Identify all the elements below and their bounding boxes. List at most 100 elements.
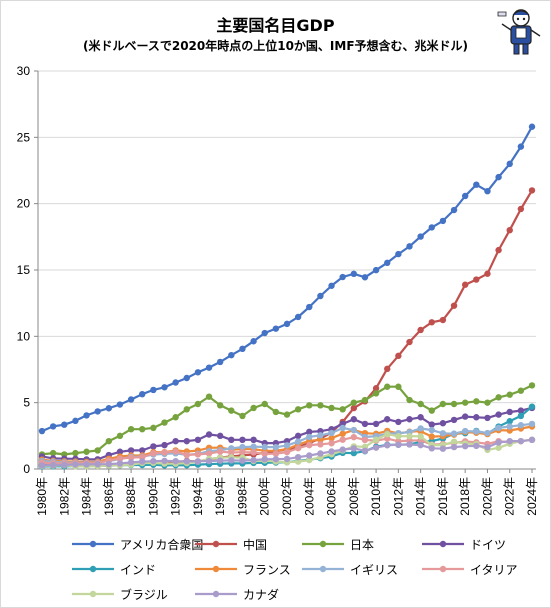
data-point: [283, 448, 291, 456]
data-point: [205, 393, 213, 400]
data-point: [361, 274, 369, 281]
x-tick-label: 2002年: [280, 477, 294, 516]
data-point: [506, 227, 513, 234]
data-point: [61, 421, 68, 428]
data-point: [250, 443, 257, 450]
data-point: [94, 461, 101, 468]
data-point: [528, 436, 536, 444]
data-point: [228, 449, 235, 456]
y-tick-label: 15: [17, 263, 31, 277]
data-point: [528, 420, 536, 428]
x-tick-label: 2000年: [258, 477, 272, 516]
data-point: [473, 414, 480, 421]
legend-label: インド: [120, 563, 157, 577]
data-point: [183, 374, 190, 382]
data-point: [139, 426, 146, 433]
data-point: [216, 402, 224, 409]
data-point: [473, 276, 480, 283]
chart-subtitle: (米ドルベースで2020年時点の上位10か国、IMF予想含む、兆米ドル): [82, 39, 469, 53]
legend-swatch: [302, 540, 344, 548]
data-point: [239, 436, 246, 444]
legend-swatch: [195, 565, 237, 573]
data-point: [384, 383, 391, 390]
data-point: [306, 441, 313, 449]
y-tick-label: 25: [17, 130, 31, 144]
data-point: [461, 192, 469, 200]
data-point: [283, 411, 291, 418]
data-point: [161, 441, 168, 449]
data-point: [439, 420, 447, 427]
data-point: [294, 313, 302, 321]
data-point: [250, 449, 257, 456]
data-point: [450, 206, 458, 214]
x-tick-label: 1992年: [169, 477, 183, 516]
data-point: [250, 456, 257, 464]
x-tick-label: 2014年: [414, 477, 428, 516]
data-point: [150, 424, 157, 432]
x-tick-label: 2004年: [302, 477, 316, 516]
data-point: [417, 233, 424, 240]
data-point: [395, 352, 402, 360]
data-point: [517, 422, 525, 429]
x-tick-label: 1984年: [80, 477, 94, 516]
data-point: [361, 420, 369, 428]
data-point: [372, 444, 380, 451]
data-point: [406, 396, 413, 404]
data-point: [261, 443, 268, 451]
data-point: [239, 448, 246, 456]
data-point: [216, 432, 224, 440]
legend-label: 日本: [350, 538, 375, 552]
grid-lines: [38, 70, 536, 404]
data-point: [361, 396, 369, 404]
data-point: [194, 369, 202, 376]
data-point: [517, 437, 525, 445]
data-point: [517, 143, 525, 150]
x-tick-label: 2008年: [347, 477, 361, 516]
data-point: [350, 416, 358, 423]
data-point: [94, 408, 101, 415]
x-tick-label: 1998年: [235, 477, 249, 516]
data-point: [49, 461, 57, 469]
data-point: [116, 401, 124, 408]
y-tick-label: 0: [23, 462, 30, 476]
data-point: [261, 455, 268, 463]
data-point: [372, 436, 380, 443]
data-point: [127, 426, 135, 433]
data-point: [384, 259, 391, 267]
data-point: [283, 455, 291, 463]
data-point: [250, 436, 257, 444]
data-point: [528, 382, 536, 389]
data-point: [461, 281, 469, 288]
y-tick-label: 5: [23, 396, 30, 410]
data-point: [105, 405, 113, 412]
data-point: [406, 433, 413, 440]
data-point: [116, 460, 124, 467]
data-point: [116, 432, 124, 440]
y-tick-label: 30: [17, 64, 31, 78]
data-point: [384, 442, 391, 449]
data-point: [239, 457, 246, 464]
data-point: [239, 345, 246, 353]
data-point: [328, 448, 335, 455]
data-point: [261, 329, 268, 337]
data-point: [506, 160, 513, 168]
x-tick-label: 1996年: [213, 477, 227, 516]
data-point: [127, 447, 135, 454]
data-point: [317, 441, 324, 448]
data-point: [517, 387, 525, 394]
data-point: [72, 417, 79, 425]
x-tick-label: 2006年: [325, 477, 339, 516]
data-point: [194, 400, 202, 408]
data-point: [38, 427, 46, 435]
data-point: [38, 462, 46, 469]
data-point: [350, 433, 358, 441]
data-point: [294, 438, 302, 445]
data-point: [306, 428, 313, 436]
x-tick-label: 1980年: [35, 477, 49, 516]
data-point: [372, 390, 380, 397]
data-point: [317, 292, 324, 300]
data-point: [127, 459, 135, 466]
data-point: [384, 365, 391, 373]
data-point: [428, 421, 435, 428]
data-point: [139, 390, 146, 398]
